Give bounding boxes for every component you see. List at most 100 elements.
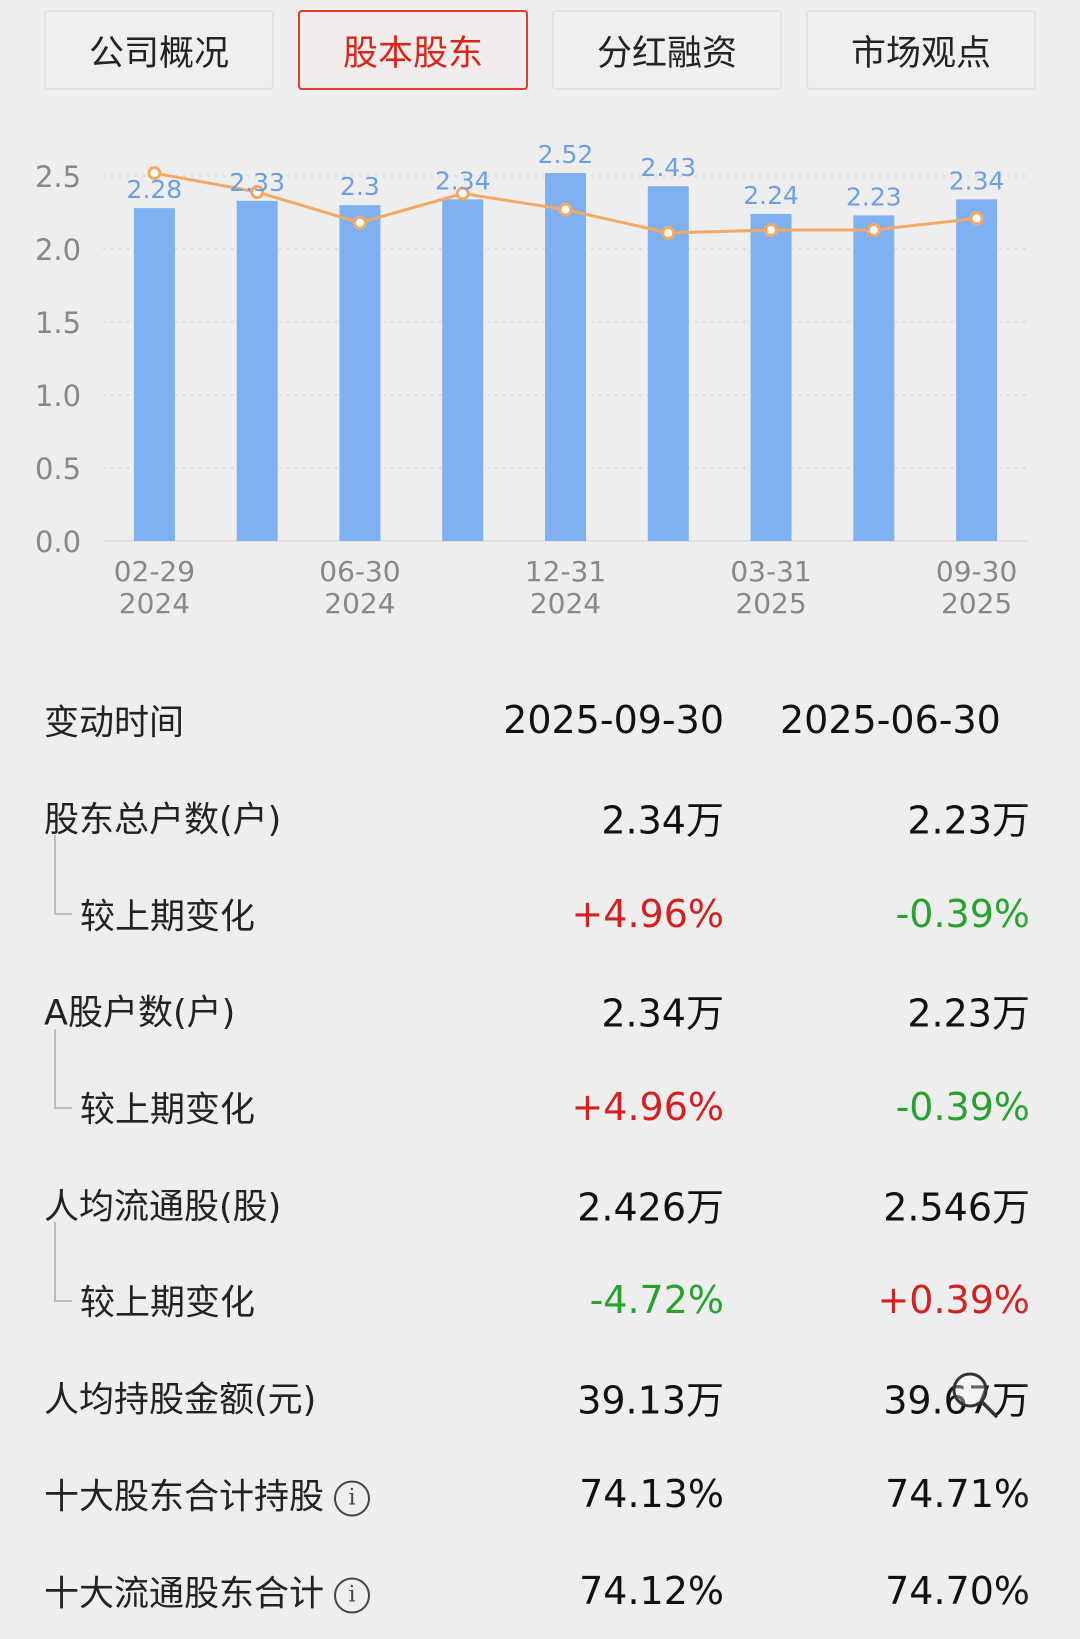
change-date-label: 变动时间 [44, 703, 185, 744]
table-row: 十大股东合计持股 i 74.13% 74.71% [0, 1446, 1080, 1543]
bar-value-label: 2.24 [743, 181, 799, 210]
x-tick-year: 2024 [530, 587, 601, 620]
y-tick-label: 1.5 [35, 306, 81, 340]
tree-connector [54, 1222, 72, 1303]
x-tick-label: 09-30 [936, 555, 1017, 588]
bar [133, 208, 175, 541]
value-col-1: +4.96% [571, 1085, 724, 1130]
bar-value-label: 2.3 [340, 172, 380, 201]
tab-share-capital-shareholders[interactable]: 股本股东 [298, 10, 528, 90]
value-col-1: 74.12% [579, 1568, 724, 1613]
tab-market-views[interactable]: 市场观点 [806, 10, 1036, 90]
bar [647, 186, 689, 541]
tab-bar: 公司概况 股本股东 分红融资 市场观点 [44, 10, 1036, 92]
x-tick-label: 02-29 [114, 555, 195, 588]
info-icon[interactable]: i [334, 1480, 371, 1517]
tree-connector [54, 835, 72, 916]
value-col-1: 2.426万 [577, 1185, 724, 1230]
bar-value-label: 2.34 [435, 166, 491, 195]
row-label: 人均流通股(股) [44, 1178, 281, 1229]
bar-value-label: 2.52 [538, 140, 594, 169]
row-label: 较上期变化 [80, 1082, 255, 1133]
bar [236, 200, 278, 541]
tab-company-overview[interactable]: 公司概况 [44, 10, 274, 90]
row-label-text: 较上期变化 [80, 1283, 256, 1324]
bar-value-label: 2.33 [229, 168, 285, 197]
row-label: 人均持股金额(元) [44, 1372, 316, 1423]
trend-point [764, 223, 779, 238]
shareholder-count-chart: 0.0 0.5 1.0 1.5 2.0 2.5 2.28 2.33 2.3 2.34 2.52 2.4… [35, 140, 1028, 620]
change-row: 较上期变化 +4.96% -0.39% [0, 835, 1080, 962]
value-col-1: +4.96% [571, 891, 724, 936]
y-tick-label: 2.5 [35, 160, 81, 194]
change-row: 较上期变化 +4.96% -0.39% [0, 1028, 1080, 1156]
value-col-2: 2.546万 [883, 1185, 1030, 1230]
value-col-2: 74.71% [885, 1471, 1030, 1516]
row-label-text: 人均持股金额(元) [44, 1380, 317, 1421]
value-col-1: 2.34万 [601, 798, 724, 843]
row-label-text: 人均流通股(股) [44, 1187, 282, 1228]
shareholder-table: 变动时间 2025-09-30 2025-06-30 股东总户数(户) 2.34万… [0, 672, 1080, 1639]
row-label-text: 较上期变化 [80, 1090, 256, 1131]
trend-point [455, 186, 470, 201]
tab-dividend-financing[interactable]: 分红融资 [552, 10, 782, 90]
trend-point [250, 185, 265, 200]
x-tick-year: 2024 [119, 587, 190, 620]
tree-connector [54, 1028, 72, 1109]
row-label-text: 十大流通股东合计 [44, 1574, 325, 1615]
table-row: 股东总户数(户) 2.34万 2.23万 [0, 769, 1080, 866]
y-tick-label: 0.5 [35, 452, 81, 486]
info-icon[interactable]: i [334, 1577, 371, 1614]
magnifier-icon[interactable] [950, 1370, 1000, 1420]
value-col-1: 39.13万 [577, 1378, 724, 1423]
row-label-text: 十大股东合计持股 [44, 1477, 325, 1518]
change-row: 较上期变化 -4.72% +0.39% [0, 1222, 1080, 1349]
bar-value-label: 2.23 [846, 182, 902, 211]
row-label: 十大流通股东合计 i [44, 1565, 371, 1616]
bar-value-label: 2.28 [127, 175, 183, 204]
row-label-text: A股户数(户) [44, 993, 236, 1034]
y-tick-label: 0.0 [35, 525, 81, 559]
value-col-2: 74.70% [885, 1568, 1030, 1613]
date-col-1[interactable]: 2025-09-30 [503, 698, 724, 743]
value-col-1: 2.34万 [601, 991, 724, 1036]
y-tick-label: 1.0 [35, 379, 81, 413]
trend-point [558, 202, 573, 217]
table-row: 十大流通股东合计 i 74.12% 74.70% [0, 1542, 1080, 1639]
value-col-2: -0.39% [895, 1085, 1030, 1130]
table-row: 人均流通股(股) 2.426万 2.546万 [0, 1155, 1080, 1252]
value-col-2: -0.39% [895, 891, 1030, 936]
row-label-text: 股东总户数(户) [44, 800, 282, 841]
value-col-2: 2.23万 [907, 991, 1030, 1036]
x-tick-year: 2024 [324, 587, 395, 620]
value-col-2: 2.23万 [907, 798, 1030, 843]
value-col-1: 74.13% [579, 1471, 724, 1516]
x-tick-year: 2025 [735, 587, 806, 620]
trend-point [661, 225, 676, 240]
y-tick-label: 2.0 [35, 233, 81, 267]
x-tick-label: 03-31 [730, 555, 811, 588]
table-row: A股户数(户) 2.34万 2.23万 [0, 962, 1080, 1059]
x-tick-label: 06-30 [319, 555, 400, 588]
trend-point [969, 211, 984, 226]
trend-point [352, 215, 367, 230]
bar [545, 173, 586, 541]
bar [853, 215, 895, 542]
trend-point [147, 166, 162, 181]
bar [956, 199, 998, 542]
date-col-2[interactable]: 2025-06-30 [780, 698, 1001, 743]
bar [750, 213, 792, 541]
trend-point [866, 223, 881, 238]
value-col-2: +0.39% [877, 1278, 1030, 1323]
row-label: 股东总户数(户) [44, 792, 281, 843]
bar-value-label: 2.43 [640, 153, 696, 182]
bar [339, 205, 381, 541]
bar-value-label: 2.34 [949, 166, 1005, 195]
row-label-text: 较上期变化 [80, 897, 256, 938]
row-label: 十大股东合计持股 i [44, 1468, 371, 1519]
row-label: 较上期变化 [80, 1275, 255, 1326]
table-header-row: 变动时间 2025-09-30 2025-06-30 [0, 672, 1080, 769]
x-tick-label: 12-31 [525, 555, 606, 588]
table-row: 人均持股金额(元)39.13万39.67万 [0, 1349, 1080, 1446]
value-col-1: -4.72% [589, 1278, 724, 1323]
